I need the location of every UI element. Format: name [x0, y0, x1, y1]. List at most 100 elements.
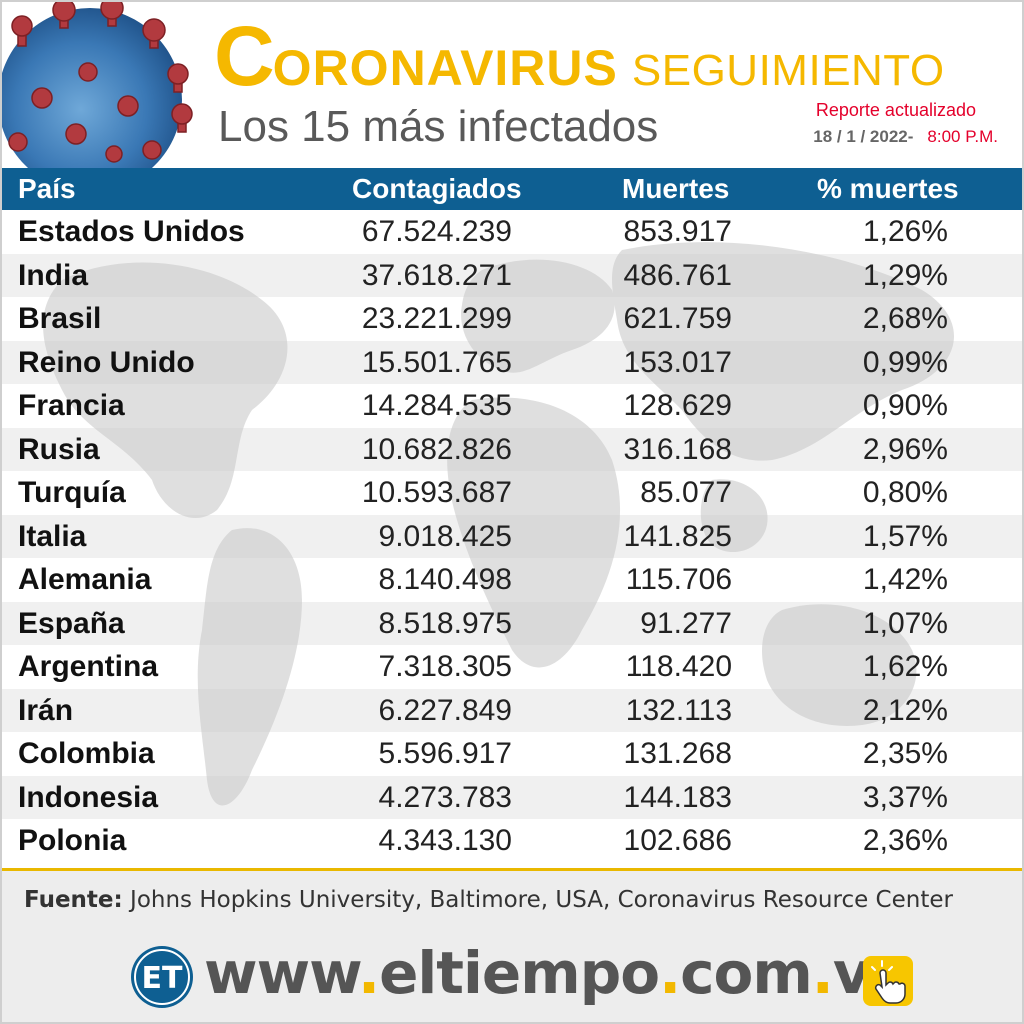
pct-cell: 0,99% [862, 345, 948, 379]
country-cell: Argentina [18, 650, 159, 683]
title-sub: SEGUIMIENTO [631, 46, 945, 95]
pct-cell: 1,62% [862, 650, 948, 683]
report-time: 8:00 P.M. [927, 127, 998, 146]
deaths-cell: 128.629 [623, 389, 732, 422]
deaths-cell: 621.759 [623, 302, 732, 335]
table-row: Argentina 7.318.305 118.420 1,62% [2, 645, 1022, 689]
url-dot: . [811, 939, 834, 1007]
url-dot: . [659, 939, 681, 1007]
pct-cell: 0,90% [862, 389, 948, 422]
column-header-pct: % muertes [817, 173, 959, 204]
cases-cell: 6.227.849 [378, 693, 512, 727]
cases-cell: 10.593.687 [361, 476, 512, 509]
url-part: eltiempo [379, 939, 660, 1007]
pct-cell: 3,37% [862, 780, 948, 814]
cases-cell: 14.284.535 [361, 389, 512, 422]
table-row: España 8.518.975 91.277 1,07% [2, 601, 1022, 645]
cases-cell: 8.518.975 [378, 606, 512, 640]
country-cell: Alemania [18, 563, 152, 596]
deaths-cell: 102.686 [623, 824, 732, 857]
report-date: 18 / 1 / 2022- [813, 127, 914, 146]
table-row: Brasil 23.221.299 621.759 2,68% [2, 297, 1022, 341]
country-cell: Colombia [18, 737, 155, 770]
table-row: Irán 6.227.849 132.113 2,12% [2, 688, 1022, 732]
country-cell: Irán [18, 693, 74, 727]
country-cell: Indonesia [18, 780, 159, 814]
website-url[interactable]: www.eltiempo.com.ve [204, 939, 909, 1007]
cases-cell: 7.318.305 [378, 650, 512, 683]
cases-cell: 5.596.917 [378, 737, 512, 770]
main-title: CORONAVIRUS SEGUIMIENTO [214, 8, 945, 105]
cases-cell: 4.343.130 [378, 824, 512, 857]
title-rest: ORONAVIRUS [272, 40, 618, 96]
deaths-cell: 141.825 [623, 519, 732, 553]
title-initial: C [214, 9, 275, 103]
country-cell: Polonia [18, 824, 127, 857]
table-row: Turquía 10.593.687 85.077 0,80% [2, 471, 1022, 515]
table-row: Estados Unidos 67.524.239 853.917 1,26% [2, 210, 1022, 254]
country-cell: Reino Unido [18, 345, 195, 379]
country-cell: Brasil [18, 302, 102, 335]
pct-cell: 1,26% [862, 215, 948, 248]
table-row: Polonia 4.343.130 102.686 2,36% [2, 819, 1022, 863]
source-text: Johns Hopkins University, Baltimore, USA… [130, 887, 953, 913]
deaths-cell: 853.917 [623, 215, 732, 248]
cases-cell: 15.501.765 [361, 345, 512, 379]
cases-cell: 37.618.271 [361, 258, 512, 292]
pct-cell: 2,96% [862, 432, 948, 466]
country-cell: España [18, 606, 125, 640]
pct-cell: 1,29% [862, 258, 948, 292]
table-divider [2, 868, 1022, 871]
pct-cell: 0,80% [862, 476, 948, 509]
subtitle: Los 15 más infectados [218, 102, 659, 151]
deaths-cell: 132.113 [625, 693, 732, 727]
deaths-cell: 131.268 [623, 737, 732, 770]
country-cell: Italia [18, 519, 87, 553]
cases-cell: 23.221.299 [361, 302, 512, 335]
table-row: Reino Unido 15.501.765 153.017 0,99% [2, 340, 1022, 384]
cases-cell: 8.140.498 [378, 563, 512, 596]
country-cell: Estados Unidos [18, 215, 245, 248]
deaths-cell: 316.168 [623, 432, 732, 466]
url-part: www [204, 939, 359, 1007]
cases-cell: 10.682.826 [361, 432, 512, 466]
deaths-cell: 486.761 [623, 258, 732, 292]
table-row: India 37.618.271 486.761 1,29% [2, 253, 1022, 297]
footer: Fuente: Johns Hopkins University, Baltim… [2, 871, 1022, 1022]
column-header-country: País [18, 173, 76, 204]
source-label: Fuente: [24, 887, 123, 913]
pointing-hand-icon [863, 956, 913, 1006]
pct-cell: 1,07% [862, 606, 948, 640]
table-header: País Contagiados Muertes % muertes [2, 168, 1022, 210]
pct-cell: 1,57% [862, 519, 948, 553]
column-header-cases: Contagiados [352, 173, 522, 204]
report-date-row: 18 / 1 / 2022- 8:00 P.M. [813, 127, 998, 147]
deaths-cell: 118.420 [625, 650, 732, 683]
logo-text: ET [142, 961, 183, 996]
pct-cell: 2,36% [862, 824, 948, 857]
table-row: Indonesia 4.273.783 144.183 3,37% [2, 775, 1022, 819]
cases-cell: 4.273.783 [378, 780, 512, 814]
deaths-cell: 91.277 [640, 606, 732, 640]
deaths-cell: 85.077 [640, 476, 732, 509]
column-header-deaths: Muertes [622, 173, 730, 204]
url-part: com [680, 939, 813, 1007]
world-map-background [43, 242, 955, 806]
deaths-cell: 144.183 [623, 780, 732, 814]
table-row: Francia 14.284.535 128.629 0,90% [2, 384, 1022, 428]
table-body: Estados Unidos 67.524.239 853.917 1,26% … [2, 210, 1022, 864]
header: CORONAVIRUS SEGUIMIENTO Los 15 más infect… [2, 2, 1022, 168]
cases-cell: 67.524.239 [361, 215, 512, 248]
country-cell: Rusia [18, 432, 100, 466]
report-label: Reporte actualizado [815, 100, 976, 120]
country-cell: Francia [18, 389, 125, 422]
pct-cell: 1,42% [862, 563, 948, 596]
deaths-cell: 115.706 [625, 563, 732, 596]
country-cell: Turquía [18, 476, 126, 509]
pct-cell: 2,12% [862, 693, 948, 727]
el-tiempo-logo-icon: ET [131, 946, 193, 1008]
country-cell: India [18, 258, 89, 292]
table-row: Rusia 10.682.826 316.168 2,96% [2, 427, 1022, 471]
table-row: Alemania 8.140.498 115.706 1,42% [2, 558, 1022, 602]
